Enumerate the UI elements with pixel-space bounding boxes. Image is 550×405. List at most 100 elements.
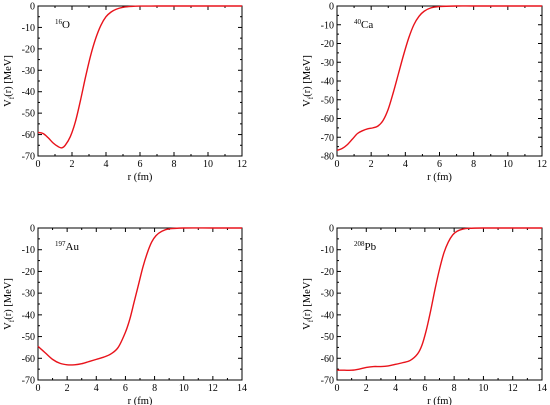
chart-4-y-axis-label-rest: (r) [MeV] [302, 278, 313, 320]
chart-3-nucleus-mass: 197 [55, 240, 66, 248]
chart-1-x-tick-label: 0 [36, 159, 41, 170]
chart-3-y-axis-label-main: V [3, 322, 14, 330]
chart-2-y-axis-label-main: V [302, 99, 313, 107]
chart-4-y-axis-label: Vf(r) [MeV] [302, 278, 315, 330]
chart-2-y-tick-label: -80 [321, 152, 334, 163]
chart-1-y-tick-label: -60 [22, 130, 35, 141]
chart-1-y-tick-label: -70 [22, 152, 35, 163]
chart-2-series-line-1 [336, 5, 542, 152]
chart-4-y-tick-label: -30 [321, 289, 334, 300]
chart-4-x-tick-label: 12 [508, 383, 518, 394]
chart-2-x-tick-label: 8 [471, 159, 476, 170]
chart-3-y-tick-label: -50 [22, 332, 35, 343]
chart-3-y-tick-label: -70 [22, 376, 35, 387]
chart-4-x-tick-label: 4 [393, 383, 398, 394]
chart-4-nucleus-label: 208Pb [354, 240, 377, 253]
chart-3-y-tick-label: -40 [22, 310, 35, 321]
chart-2-y-axis-label: Vf(r) [MeV] [302, 55, 315, 107]
chart-3-nucleus-label: 197Au [55, 240, 79, 253]
chart-2-y-tick-label: 0 [329, 2, 334, 13]
chart-2-x-tick-label: 10 [503, 159, 513, 170]
chart-1-y-axis-label-sub: f [7, 96, 16, 99]
chart-4-y-axis-label-sub: f [306, 319, 315, 322]
chart-3-y-tick-label: -10 [22, 245, 35, 256]
chart-3-x-axis-label: r (fm) [128, 396, 153, 405]
chart-2-y-tick-label: -50 [321, 95, 334, 106]
chart-2-nucleus-mass: 40 [354, 18, 362, 26]
chart-4-x-tick-label: 8 [452, 383, 457, 394]
chart-1-x-tick-label: 6 [138, 159, 143, 170]
chart-3-x-tick-label: 2 [65, 383, 70, 394]
chart-3-y-tick-label: -60 [22, 354, 35, 365]
chart-1-x-tick-label: 10 [203, 159, 213, 170]
chart-4-x-tick-label: 0 [335, 383, 340, 394]
chart-2-nucleus-symbol: Ca [361, 19, 373, 31]
chart-1-nucleus-symbol: O [62, 19, 70, 31]
chart-2: 0 2 4 6 8 10 12 0 -10 -20 -30 -40 -50 -60 -70 -80 r (fm)… [302, 2, 547, 184]
chart-4-y-tick-label: 0 [329, 224, 334, 235]
chart-3-x-tick-label: 8 [152, 383, 157, 394]
chart-1-nucleus-mass: 16 [55, 18, 63, 26]
chart-4-nucleus-symbol: Pb [365, 241, 377, 253]
chart-3-x-tick-label: 14 [237, 383, 247, 394]
chart-2-y-tick-label: -30 [321, 58, 334, 69]
chart-4-nucleus-mass: 208 [354, 240, 365, 248]
chart-4-x-tick-label: 2 [364, 383, 369, 394]
chart-1-y-axis-label-rest: (r) [MeV] [3, 55, 14, 97]
chart-1-y-axis-label: Vf(r) [MeV] [3, 55, 16, 107]
chart-4-x-tick-label: 10 [478, 383, 488, 394]
chart-1-x-tick-label: 2 [70, 159, 75, 170]
chart-1-x-tick-label: 8 [172, 159, 177, 170]
chart-3-y-tick-label: 0 [30, 224, 35, 235]
chart-4-y-tick-label: -50 [321, 332, 334, 343]
chart-4-x-axis-label: r (fm) [427, 396, 452, 405]
chart-1-x-tick-label: 4 [104, 159, 109, 170]
chart-2-x-tick-label: 0 [335, 159, 340, 170]
chart-2-y-tick-label: -40 [321, 77, 334, 88]
chart-3-x-tick-label: 0 [36, 383, 41, 394]
chart-2-x-tick-label: 12 [537, 159, 547, 170]
chart-3-x-tick-label: 12 [208, 383, 218, 394]
chart-1-y-tick-label: -20 [22, 44, 35, 55]
chart-1-y-tick-label: -40 [22, 87, 35, 98]
chart-1-y-axis-label-main: V [3, 99, 14, 107]
chart-1-y-tick-label: -10 [22, 23, 35, 34]
chart-1-y-tick-label: -50 [22, 109, 35, 120]
chart-4-series-line-1 [336, 227, 542, 372]
chart-3-x-tick-label: 4 [94, 383, 99, 394]
chart-1: 0 2 4 6 8 10 12 0 -10 -20 -30 -40 -50 -60 -70 r (fm) Vf(… [3, 2, 247, 184]
chart-4-y-tick-label: -60 [321, 354, 334, 365]
chart-1-x-tick-label: 12 [237, 159, 247, 170]
chart-1-series-line-1 [37, 5, 242, 149]
chart-2-y-axis-label-rest: (r) [MeV] [302, 55, 313, 97]
chart-3-nucleus-symbol: Au [66, 241, 80, 253]
chart-2-y-axis-label-sub: f [306, 96, 315, 99]
chart-2-y-tick-label: -60 [321, 114, 334, 125]
chart-3-x-tick-label: 10 [179, 383, 189, 394]
chart-2-x-tick-label: 6 [437, 159, 442, 170]
chart-4-x-tick-label: 14 [537, 383, 547, 394]
chart-4-y-tick-label: -70 [321, 376, 334, 387]
chart-3-y-axis-label-rest: (r) [MeV] [3, 278, 14, 320]
chart-2-y-tick-label: -10 [321, 20, 334, 31]
chart-4: 0 2 4 6 8 10 12 14 0 -10 -20 -30 -40 -50 -60 -70 r (fm) V… [302, 224, 547, 405]
chart-3-y-tick-label: -20 [22, 267, 35, 278]
chart-4-y-tick-label: -20 [321, 267, 334, 278]
chart-1-y-tick-label: -30 [22, 66, 35, 77]
chart-3: 0 2 4 6 8 10 12 14 0 -10 -20 -30 -40 -50 -60 -70 r (fm) V… [3, 224, 247, 405]
chart-2-y-tick-label: -20 [321, 39, 334, 50]
chart-2-x-tick-label: 4 [403, 159, 408, 170]
chart-2-y-tick-label: -70 [321, 133, 334, 144]
chart-2-x-tick-label: 2 [369, 159, 374, 170]
chart-4-y-tick-label: -10 [321, 245, 334, 256]
chart-3-y-tick-label: -30 [22, 289, 35, 300]
chart-1-nucleus-label: 16O [55, 18, 70, 31]
chart-1-x-axis-label: r (fm) [128, 172, 153, 183]
chart-3-y-axis-label: Vf(r) [MeV] [3, 278, 16, 330]
chart-4-y-tick-label: -40 [321, 310, 334, 321]
chart-3-y-axis-label-sub: f [7, 319, 16, 322]
chart-2-nucleus-label: 40Ca [354, 18, 373, 31]
chart-4-y-axis-label-main: V [302, 322, 313, 330]
